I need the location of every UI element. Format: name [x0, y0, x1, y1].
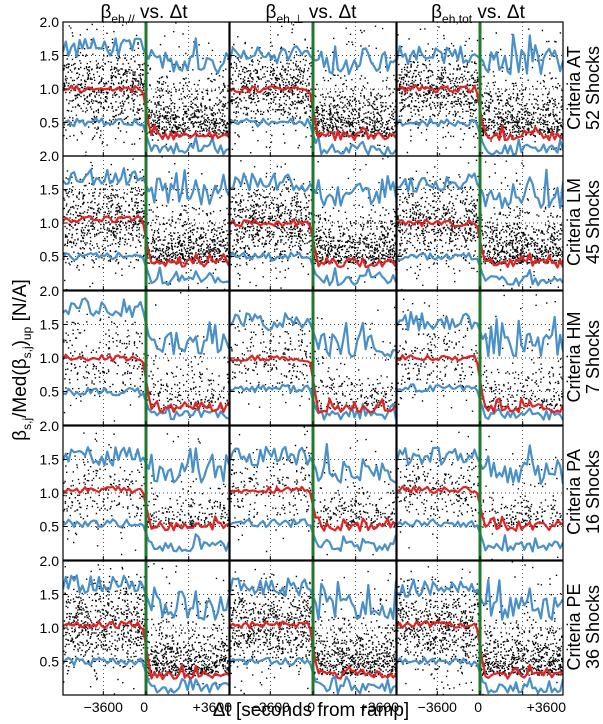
x-tick-label: −3600 — [418, 699, 458, 715]
panel-r3-c1: 0.5 1.0 1.5 2.0 — [40, 283, 230, 426]
x-tick-label: 0 — [474, 699, 482, 715]
y-tick-label: 2.0 — [40, 283, 60, 299]
y-tick-label: 1.0 — [40, 485, 60, 501]
y-tick-label: 0.5 — [40, 249, 60, 265]
y-tick-label: 0.5 — [40, 115, 60, 131]
panel-r4-c2 — [229, 425, 397, 561]
y-tick-label: 0.5 — [40, 654, 60, 670]
panel-r5-c1: 0.5 1.0 1.5 2.0 −3600 0 +3600 — [40, 553, 233, 715]
row-label-shocks-3: 7 Shocks — [583, 320, 603, 394]
x-tick-label: −3600 — [251, 699, 291, 715]
y-tick-label: 2.0 — [40, 553, 60, 569]
x-tick-label: 0 — [140, 699, 148, 715]
panel-r1-c3 — [396, 21, 564, 157]
y-tick-label: 1.5 — [40, 317, 60, 333]
panel-r2-c1: 0.5 1.0 1.5 2.0 — [40, 148, 230, 291]
y-tick-label: 1.0 — [40, 620, 60, 636]
x-tick-label: 0 — [307, 699, 315, 715]
y-tick-label: 1.5 — [40, 587, 60, 603]
y-axis-label: βs,j/Med(βs,j)up [N/A] — [10, 279, 34, 441]
row-label-shocks-2: 45 Shocks — [583, 180, 603, 264]
panel-r4-c1: 0.5 1.0 1.5 2.0 — [40, 418, 230, 561]
x-tick-label: +3600 — [193, 699, 233, 715]
panel-grid: 0.5 1.0 1.5 2.0 0.5 1.0 1.5 2.0 0.5 1.0 1.5 2.0 0.5 1… — [40, 14, 567, 715]
scatter-points — [230, 24, 396, 154]
y-tick-label: 1.5 — [40, 182, 60, 198]
y-tick-label: 1.0 — [40, 81, 60, 97]
row-label-shocks-1: 52 Shocks — [583, 46, 603, 130]
x-axis-label: Δt [seconds from ramp] — [213, 700, 409, 721]
x-tick-label: +3600 — [527, 699, 567, 715]
y-tick-label: 2.0 — [40, 418, 60, 434]
row-label-criteria-4: Criteria PA — [564, 449, 584, 535]
y-tick-label: 1.5 — [40, 48, 60, 64]
scatter-points — [230, 568, 396, 695]
y-tick-label: 2.0 — [40, 14, 60, 30]
scatter-points — [397, 26, 563, 156]
panel-r2-c2 — [229, 155, 397, 291]
panel-r3-c2 — [229, 290, 397, 426]
row-label-criteria-1: Criteria AT — [564, 46, 584, 130]
y-tick-label: 1.0 — [40, 215, 60, 231]
row-label-criteria-2: Criteria LM — [564, 178, 584, 266]
panel-r1-c1: 0.5 1.0 1.5 2.0 — [40, 14, 230, 157]
y-tick-label: 0.5 — [40, 519, 60, 535]
x-tick-label: −3600 — [84, 699, 124, 715]
scatter-points — [230, 294, 396, 413]
panel-r4-c3 — [396, 425, 564, 561]
panel-r1-c2 — [229, 21, 397, 157]
panel-r2-c3 — [396, 155, 564, 291]
panel-r3-c3 — [396, 290, 564, 426]
scatter-points — [230, 426, 396, 556]
y-tick-label: 1.0 — [40, 350, 60, 366]
y-tick-label: 1.5 — [40, 452, 60, 468]
panel-r5-c3: −3600 0 +3600 — [396, 560, 567, 715]
row-label-criteria-3: Criteria HM — [564, 311, 584, 402]
row-label-shocks-5: 36 Shocks — [583, 585, 603, 669]
y-tick-label: 0.5 — [40, 384, 60, 400]
row-label-criteria-5: Criteria PE — [564, 583, 584, 670]
row-label-shocks-4: 16 Shocks — [583, 450, 603, 534]
row-labels: Criteria AT 52 Shocks Criteria LM 45 Sho… — [564, 46, 603, 671]
y-tick-label: 2.0 — [40, 148, 60, 164]
x-tick-label: +3600 — [360, 699, 400, 715]
panel-r5-c2: −3600 0 +3600 — [229, 560, 400, 715]
